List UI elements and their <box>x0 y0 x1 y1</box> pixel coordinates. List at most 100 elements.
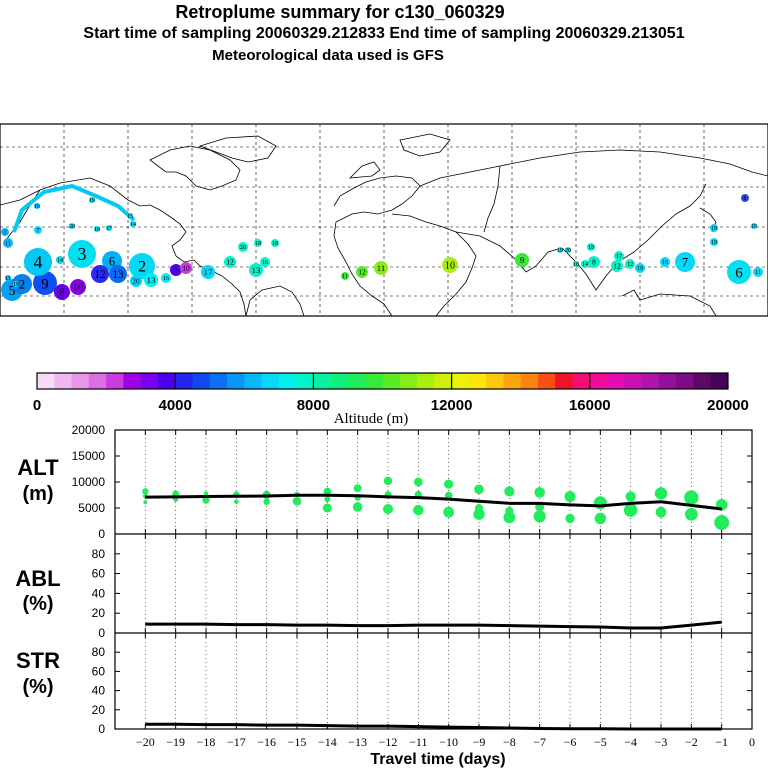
x-tick-label: −5 <box>594 735 607 749</box>
alt-cluster-point <box>444 479 454 489</box>
y-tick-label: 0 <box>98 527 105 541</box>
colorbar-cell <box>330 373 349 389</box>
abl-point <box>690 624 692 626</box>
plume-marker-label: 8 <box>744 196 747 202</box>
plume-marker: 11 <box>5 275 11 282</box>
str-panel: 0 20 40 60 80 <box>92 633 752 736</box>
colorbar-cell <box>382 373 401 389</box>
plume-marker-dot <box>515 253 529 267</box>
alt-cluster-point <box>625 491 636 502</box>
plume-marker: 11 <box>341 272 349 280</box>
plume-marker: 16 <box>660 257 670 267</box>
plume-marker-label: 12 <box>94 269 105 281</box>
plume-marker-dot <box>144 273 158 287</box>
plume-marker: 12 <box>224 256 236 268</box>
colorbar-cell <box>503 373 521 389</box>
plume-marker: 8 <box>741 194 749 202</box>
plume-marker-dot <box>70 279 86 295</box>
colorbar-cell <box>589 373 608 389</box>
plume-marker-label: 16 <box>163 275 169 282</box>
alt-cluster-point <box>383 504 393 515</box>
plume-marker-label: 11 <box>342 274 348 280</box>
x-axis-ticks: −20 −19 −18 −17 −16 −15 −14 −13 −12 −11 −10 −9 −8 −7−… <box>136 735 755 749</box>
alt-point <box>205 496 207 498</box>
plume-marker: 18 <box>271 239 279 247</box>
str-panel-label: STR <box>16 648 60 673</box>
alt-cluster-point <box>324 496 331 503</box>
abl-point <box>326 624 328 626</box>
plume-marker-dot <box>130 275 142 287</box>
plume-marker-label: 14 <box>582 262 588 268</box>
colorbar-cell <box>520 373 539 389</box>
abl-point <box>205 623 207 625</box>
abl-point <box>296 624 298 626</box>
plume-marker: 9 <box>515 253 529 267</box>
plume-marker-dot <box>24 248 52 276</box>
x-tick-label: −1 <box>715 735 728 749</box>
plume-marker-label: 11 <box>377 263 385 273</box>
plume-marker-label: 7 <box>37 228 40 234</box>
alt-cluster-point <box>353 484 362 493</box>
plume-marker-label: 6 <box>735 265 743 281</box>
plume-marker: 4 <box>24 248 52 276</box>
plume-marker: 11 <box>753 267 763 277</box>
plume-marker-dot <box>161 273 171 283</box>
colorbar-cell <box>434 373 452 389</box>
plume-marker-dot <box>56 256 64 264</box>
y-tick-label: 60 <box>92 567 106 581</box>
colorbar-cell <box>710 373 729 389</box>
plume-marker: 16 <box>260 257 270 267</box>
alt-point <box>326 494 328 496</box>
plume-marker: 19 <box>89 197 95 204</box>
plume-marker: 18 <box>587 243 595 251</box>
alt-cluster-point <box>655 506 667 518</box>
plume-marker-dot <box>249 263 263 277</box>
plume-marker-label: 20 <box>240 244 246 251</box>
plume-marker: 2 <box>129 253 155 279</box>
plume-marker: 8 <box>54 284 70 300</box>
met-data-note: Meteorological data used is GFS <box>212 47 444 64</box>
colorbar-tick-label: 12000 <box>431 397 473 414</box>
alt-point <box>569 504 571 506</box>
alt-cluster-point <box>623 503 638 517</box>
x-tick-label: −6 <box>564 735 577 749</box>
plume-marker-label: 12 <box>358 268 366 277</box>
colorbar-cell <box>365 373 383 389</box>
str-point <box>387 725 389 727</box>
plume-marker: 17 <box>614 251 624 261</box>
colorbar-cell <box>54 373 72 389</box>
alt-cluster-point <box>474 484 484 495</box>
abl-point <box>144 623 146 625</box>
plume-marker: 17 <box>201 265 215 279</box>
plume-marker-label: 18 <box>272 241 278 247</box>
alt-panel: 0 5000 10000 15000 20000 <box>72 423 752 541</box>
str-point <box>478 727 480 729</box>
plume-marker-label: 10 <box>445 261 455 272</box>
colorbar-cell <box>468 373 487 389</box>
plume-marker-label: 20 <box>69 224 75 230</box>
plume-marker-label: 16 <box>662 259 668 266</box>
alt-cluster-point <box>383 476 393 486</box>
colorbar-cell <box>676 373 694 389</box>
plume-marker-label: 13 <box>147 275 156 285</box>
alt-cluster-point <box>534 487 545 498</box>
plume-marker: 2 <box>12 274 32 294</box>
colorbar-cells <box>37 373 729 389</box>
plume-marker: 15 <box>127 213 133 220</box>
colorbar-cell <box>192 373 211 389</box>
plume-marker-label: 19 <box>637 265 643 272</box>
colorbar-cell <box>157 373 176 389</box>
plume-marker-label: 11 <box>5 240 11 247</box>
x-tick-label: −12 <box>379 735 398 749</box>
plume-marker-label: 20 <box>565 248 571 254</box>
plume-marker-label: 19 <box>751 224 757 230</box>
plume-marker-label: 19 <box>557 248 563 254</box>
alt-point <box>296 494 298 496</box>
str-point <box>660 728 662 730</box>
str-panel-unit: (%) <box>22 676 53 698</box>
plume-marker: 10 <box>180 262 192 274</box>
colorbar-cell <box>641 373 660 389</box>
abl-point <box>448 624 450 626</box>
